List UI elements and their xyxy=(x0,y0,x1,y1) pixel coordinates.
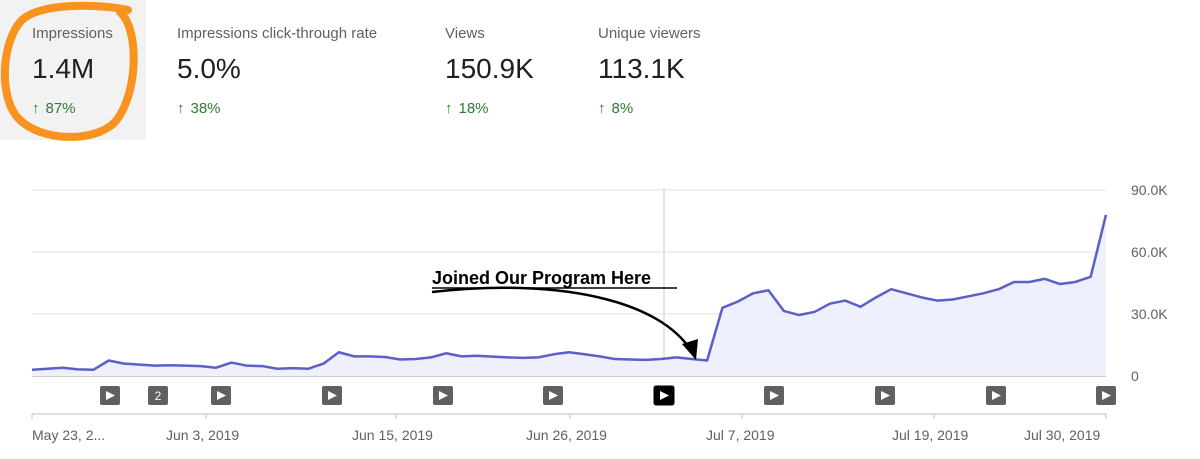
metric-change-value: 38% xyxy=(190,100,221,117)
metric-value: 5.0% xyxy=(177,53,241,84)
metric-label: Views xyxy=(445,25,485,42)
x-tick-label: Jun 3, 2019 xyxy=(166,427,239,443)
annotation-text: Joined Our Program Here xyxy=(432,268,651,288)
play-icon xyxy=(992,391,1001,400)
arrow-up-icon: ↑ xyxy=(445,100,453,117)
video-marker[interactable] xyxy=(764,386,784,405)
metric-value: 150.9K xyxy=(445,53,534,84)
metric-card-unique-viewers[interactable]: Unique viewers 113.1K ↑ 8% xyxy=(583,0,743,140)
annotation-arrow xyxy=(431,286,694,353)
x-tick-label: Jun 15, 2019 xyxy=(352,427,433,443)
metric-change: ↑ 18% xyxy=(445,100,489,117)
x-tick-label: Jul 7, 2019 xyxy=(706,427,775,443)
video-marker[interactable] xyxy=(875,386,895,405)
video-marker[interactable] xyxy=(1096,386,1116,405)
metric-card-views[interactable]: Views 150.9K ↑ 18% xyxy=(430,0,570,140)
arrow-up-icon: ↑ xyxy=(177,100,185,117)
play-icon xyxy=(217,391,226,400)
metric-card-ctr[interactable]: Impressions click-through rate 5.0% ↑ 38% xyxy=(160,0,420,140)
metric-change: ↑ 87% xyxy=(32,100,76,117)
metric-value: 1.4M xyxy=(32,53,95,84)
metric-change: ↑ 8% xyxy=(598,100,633,117)
video-marker[interactable] xyxy=(543,386,563,405)
y-tick-label: 60.0K xyxy=(1131,244,1168,260)
arrow-up-icon: ↑ xyxy=(598,100,606,117)
series-area xyxy=(32,214,1106,376)
video-marker[interactable] xyxy=(653,385,675,406)
x-tick-label: Jul 19, 2019 xyxy=(892,427,968,443)
video-marker[interactable] xyxy=(433,386,453,405)
video-count-marker[interactable]: 2 xyxy=(148,386,168,405)
metric-change-value: 8% xyxy=(611,100,634,117)
metric-value: 113.1K xyxy=(598,53,685,84)
metric-change-value: 18% xyxy=(458,100,489,117)
metric-label: Impressions xyxy=(32,25,113,42)
metric-label: Impressions click-through rate xyxy=(177,25,378,42)
metric-change-value: 87% xyxy=(45,100,76,117)
y-tick-label: 90.0K xyxy=(1131,182,1168,198)
play-icon xyxy=(881,391,890,400)
y-tick-label: 0 xyxy=(1131,368,1139,384)
y-tick-label: 30.0K xyxy=(1131,306,1168,322)
chart-area: 90.0K 60.0K 30.0K 0 Joined Our Program Here… xyxy=(0,160,1200,459)
x-tick-label: Jun 26, 2019 xyxy=(526,427,607,443)
impressions-chart: 90.0K 60.0K 30.0K 0 Joined Our Program Here… xyxy=(31,182,1168,443)
video-marker[interactable] xyxy=(211,386,231,405)
play-icon xyxy=(1102,391,1111,400)
metric-label: Unique viewers xyxy=(598,25,701,42)
play-icon xyxy=(439,391,448,400)
play-icon xyxy=(106,391,115,400)
video-marker[interactable] xyxy=(322,386,342,405)
play-icon xyxy=(770,391,779,400)
x-tick-label: May 23, 2... xyxy=(32,427,105,443)
video-count-label: 2 xyxy=(155,389,162,403)
metric-card-impressions[interactable]: Impressions 1.4M ↑ 87% xyxy=(0,0,146,140)
video-marker[interactable] xyxy=(986,386,1006,405)
x-tick-label: Jul 30, 2019 xyxy=(1024,427,1100,443)
video-marker[interactable] xyxy=(100,386,120,405)
metric-change: ↑ 38% xyxy=(177,100,221,117)
play-icon xyxy=(549,391,558,400)
series-line[interactable] xyxy=(31,214,1108,372)
arrow-head-icon xyxy=(682,339,698,360)
play-icon xyxy=(660,391,669,400)
metrics-row: Impressions 1.4M ↑ 87% Impressions click-… xyxy=(0,0,1200,150)
arrow-up-icon: ↑ xyxy=(32,100,40,117)
play-icon xyxy=(328,391,337,400)
